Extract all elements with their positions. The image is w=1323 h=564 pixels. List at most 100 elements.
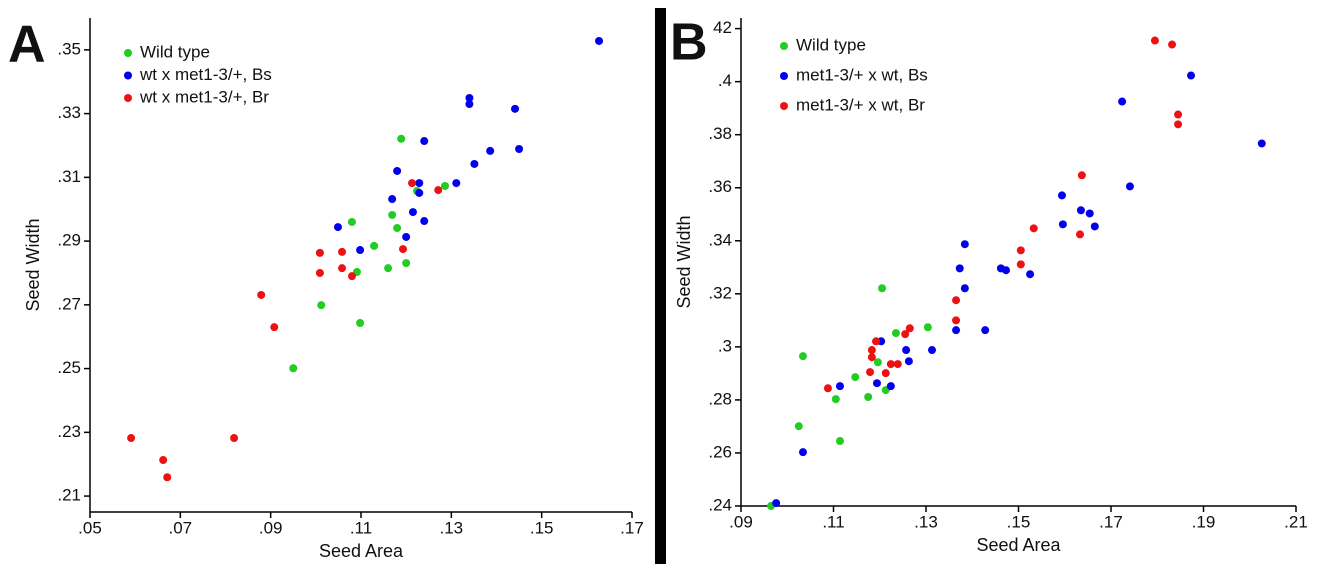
scatter-point [511, 104, 520, 113]
y-tick-label: .38 [708, 124, 732, 143]
legend-marker [124, 49, 132, 57]
legend-marker [124, 94, 132, 102]
scatter-point [867, 346, 876, 355]
y-tick-label: .23 [57, 422, 81, 441]
x-tick-label: .15 [1007, 512, 1031, 531]
scatter-point [470, 159, 479, 168]
scatter-point [388, 210, 397, 219]
y-tick-label: .32 [708, 283, 732, 302]
scatter-point [434, 186, 443, 195]
scatter-point [1076, 206, 1085, 215]
x-tick-label: .13 [914, 512, 938, 531]
scatter-point [127, 434, 136, 443]
x-tick-label: .05 [78, 518, 102, 537]
scatter-point [1077, 171, 1086, 180]
legend-label: Wild type [796, 35, 866, 54]
scatter-point [904, 357, 913, 366]
scatter-point [1150, 36, 1159, 45]
scatter-point [851, 373, 860, 382]
scatter-point [928, 346, 937, 355]
y-tick-label: .25 [57, 358, 81, 377]
y-tick-label: .27 [57, 294, 81, 313]
scatter-point [315, 268, 324, 277]
scatter-point [798, 448, 807, 457]
scatter-point [878, 284, 887, 293]
scatter-point [960, 240, 969, 249]
scatter-point [1058, 220, 1067, 229]
y-tick-label: .29 [57, 231, 81, 250]
scatter-point [1174, 120, 1183, 129]
scatter-point [370, 241, 379, 250]
scatter-point [397, 134, 406, 143]
scatter-point [388, 195, 397, 204]
scatter-point [1016, 246, 1025, 255]
scatter-point [901, 330, 910, 339]
y-tick-label: .21 [57, 486, 81, 505]
scatter-point [338, 247, 347, 256]
y-tick-label: .34 [708, 230, 732, 249]
scatter-point [515, 144, 524, 153]
panel-label: A [8, 16, 46, 74]
scatter-point [835, 437, 844, 446]
legend-marker [780, 72, 788, 80]
scatter-point [1174, 110, 1183, 119]
x-tick-label: .19 [1192, 512, 1216, 531]
y-tick-label: .24 [708, 495, 732, 514]
y-tick-label: .36 [708, 177, 732, 196]
scatter-point [1168, 40, 1177, 49]
scatter-point [835, 382, 844, 391]
scatter-point [952, 296, 961, 305]
scatter-point [356, 246, 365, 255]
scatter-point [384, 264, 393, 273]
y-axis-label: Seed Width [674, 215, 694, 308]
scatter-point [289, 364, 298, 373]
scatter-point [794, 422, 803, 431]
scatter-point [347, 272, 356, 281]
scatter-point [923, 323, 932, 332]
y-tick-label: .35 [57, 39, 81, 58]
scatter-point [867, 353, 876, 362]
scatter-point [415, 188, 424, 197]
y-tick-label: .28 [708, 389, 732, 408]
x-tick-label: .17 [1099, 512, 1123, 531]
scatter-point [1125, 182, 1134, 191]
scatter-point [1257, 139, 1266, 148]
scatter-point [393, 224, 402, 233]
x-tick-label: .15 [530, 518, 554, 537]
scatter-point [873, 358, 882, 367]
scatter-point [399, 245, 408, 254]
scatter-point [902, 346, 911, 355]
scatter-point [772, 499, 781, 508]
scatter-point [159, 456, 168, 465]
scatter-point [905, 324, 914, 333]
panel-label: B [670, 14, 708, 72]
legend-marker [780, 102, 788, 110]
y-tick-label: .4 [718, 71, 732, 90]
scatter-point [465, 93, 474, 102]
scatter-point [393, 166, 402, 175]
x-tick-label: .17 [620, 518, 644, 537]
scatter-point [595, 36, 604, 45]
scatter-point [1187, 71, 1196, 80]
scatter-point [872, 337, 881, 346]
scatter-point [452, 179, 461, 188]
x-tick-label: .13 [440, 518, 464, 537]
x-tick-label: .11 [822, 512, 844, 531]
scatter-point [408, 179, 417, 188]
legend-marker [124, 71, 132, 80]
legend-label: Wild type [140, 42, 210, 61]
scatter-point [1029, 224, 1038, 233]
scatter-point [317, 301, 326, 310]
scatter-point [333, 223, 342, 232]
scatter-point [1026, 270, 1035, 279]
scatter-point [1016, 260, 1025, 269]
scatter-point [1090, 222, 1099, 231]
scatter-point [981, 326, 990, 335]
legend-label: wt x met1-3/+, Br [139, 87, 269, 106]
scatter-point [465, 100, 474, 109]
scatter-point [872, 379, 881, 388]
x-tick-label: .11 [350, 518, 372, 537]
x-tick-label: .09 [729, 512, 753, 531]
scatter-point [831, 395, 840, 404]
scatter-point [952, 316, 961, 325]
